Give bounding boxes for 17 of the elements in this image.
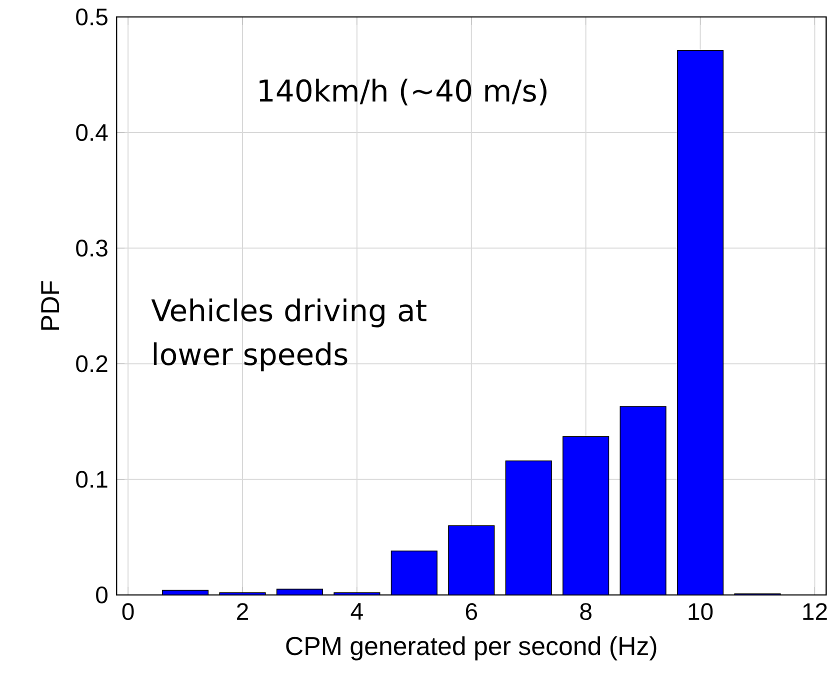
y-tick-label: 0.5 xyxy=(76,8,108,26)
y-tick-label: 0.1 xyxy=(76,471,108,488)
annotation: 140km/h (~40 m/s) xyxy=(260,78,546,106)
x-tick-label: 0 xyxy=(122,603,134,620)
y-tick-label: 0.4 xyxy=(76,124,108,142)
x-axis-title: CPM generated per second (Hz) xyxy=(286,636,656,661)
x-tick-label: 10 xyxy=(688,603,713,620)
x-tick-label: 4 xyxy=(350,603,363,620)
x-tick-label: 6 xyxy=(466,603,477,620)
y-tick-label: 0.2 xyxy=(76,355,108,372)
x-tick-label: 2 xyxy=(237,603,248,620)
annotation: Vehicles driving at lower speeds xyxy=(151,298,426,372)
y-axis-title: PDF xyxy=(41,281,60,330)
y-tick-label: 0 xyxy=(96,586,108,604)
y-tick-label: 0.3 xyxy=(76,240,108,257)
x-tick-label: 12 xyxy=(803,603,827,620)
x-tick-label: 8 xyxy=(580,603,592,620)
